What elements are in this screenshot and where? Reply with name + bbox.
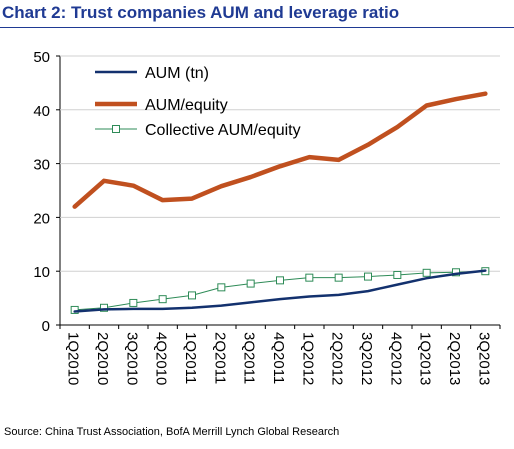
y-tick-label: 50 — [33, 49, 50, 66]
legend-label-collective-aum-equity: Collective AUM/equity — [145, 122, 301, 139]
data-point-collective-aum-equity — [217, 283, 226, 292]
x-axis-ticks: 1Q2010 2Q2010 3Q2010 4Q2010 1Q2011 2Q2011 3Q20… — [59, 325, 501, 385]
y-tick-label: 20 — [33, 210, 50, 227]
data-point-collective-aum-equity — [334, 273, 343, 282]
legend-label-aum-equity: AUM/equity — [145, 97, 228, 114]
x-tick-label: 3Q2011 — [241, 332, 258, 384]
x-tick-label: 2Q2011 — [211, 332, 228, 384]
x-tick-label: 4Q2012 — [387, 332, 404, 385]
y-tick-label: 0 — [42, 318, 50, 335]
x-tick-label: 2Q2010 — [94, 332, 111, 385]
data-point-collective-aum-equity — [364, 272, 372, 281]
data-point-collective-aum-equity — [70, 305, 79, 314]
data-point-collective-aum-equity — [129, 298, 138, 307]
title-rule — [0, 27, 514, 28]
y-tick-label: 10 — [33, 264, 50, 281]
series-aum-equity — [72, 91, 488, 209]
x-tick-label: 1Q2011 — [182, 332, 199, 384]
gridlines — [60, 55, 500, 272]
data-point-collective-aum-equity — [393, 270, 402, 279]
legend-item-collective-aum-equity: Collective AUM/equity — [95, 122, 301, 139]
legend: AUM (tn) AUM/equity Collective AUM/equity — [95, 65, 301, 139]
legend-item-aum-equity: AUM/equity — [95, 97, 228, 114]
legend-item-aum: AUM (tn) — [95, 65, 209, 82]
legend-label-aum: AUM (tn) — [145, 65, 209, 82]
data-point-collective-aum-equity — [246, 279, 255, 288]
data-point-collective-aum-equity — [276, 276, 284, 285]
data-point-collective-aum-equity — [188, 291, 196, 300]
x-tick-label: 3Q2013 — [475, 332, 492, 385]
series-line-aum — [73, 269, 487, 313]
x-tick-label: 3Q2012 — [358, 332, 375, 385]
x-tick-label: 2Q2012 — [329, 332, 346, 385]
y-tick-label: 30 — [33, 157, 50, 174]
x-tick-label: 4Q2010 — [153, 332, 170, 385]
data-point-collective-aum-equity — [422, 268, 431, 277]
x-tick-label: 1Q2012 — [299, 332, 316, 385]
series-collective-aum-equity — [70, 267, 490, 314]
chart-title: Chart 2: Trust companies AUM and leverag… — [2, 3, 400, 22]
data-point-collective-aum-equity — [158, 295, 167, 304]
data-point-collective-aum-equity — [100, 303, 108, 312]
y-tick-label: 40 — [33, 103, 50, 120]
x-tick-label: 1Q2010 — [65, 332, 82, 385]
legend-marker-collective-aum-equity — [112, 125, 120, 133]
x-tick-label: 4Q2011 — [270, 332, 287, 384]
source-note: Source: China Trust Association, BofA Me… — [4, 426, 340, 438]
series-line-aum-equity — [72, 91, 488, 209]
data-point-collective-aum-equity — [305, 273, 314, 282]
x-tick-label: 1Q2013 — [417, 332, 434, 385]
series-aum — [73, 269, 487, 313]
y-axis-ticks: 0 10 20 30 40 50 — [33, 49, 60, 335]
plot-frame — [59, 56, 500, 326]
series-layer — [70, 91, 490, 314]
x-tick-label: 2Q2013 — [446, 332, 463, 385]
x-tick-label: 3Q2010 — [123, 332, 140, 385]
